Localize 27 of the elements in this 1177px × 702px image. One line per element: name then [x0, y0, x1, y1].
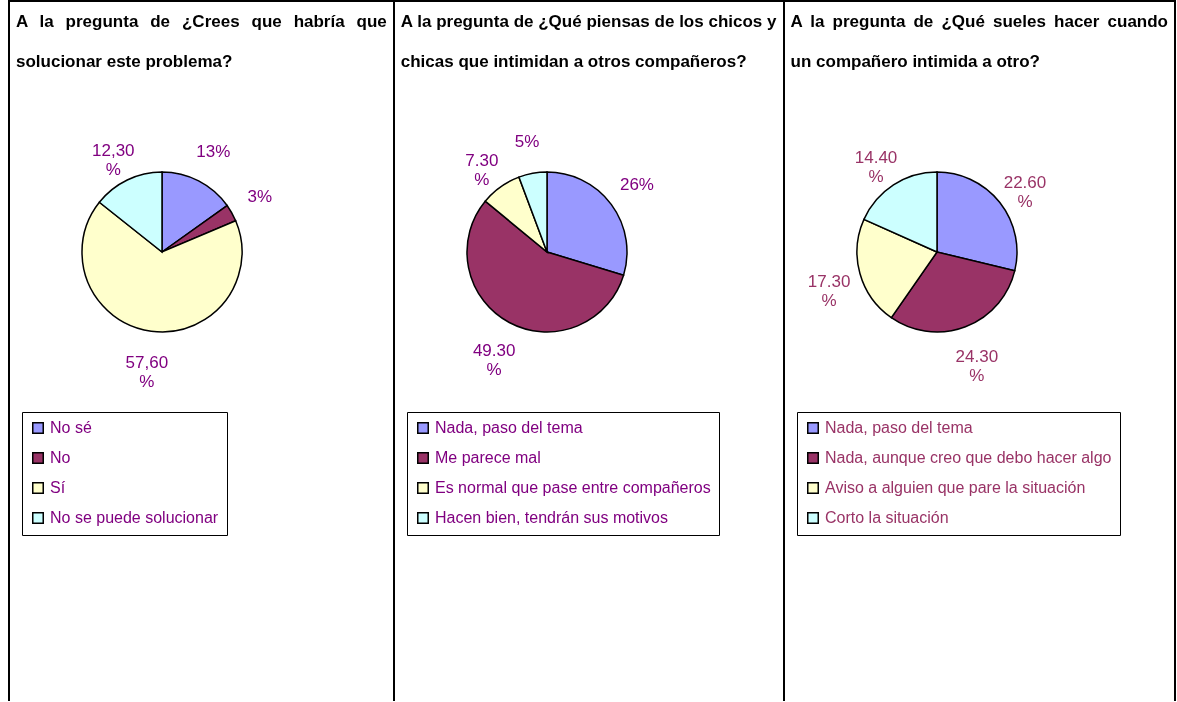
data-label: 14.40 %	[854, 148, 897, 187]
data-label: 24.30 %	[955, 346, 998, 385]
data-label: 57,60 %	[125, 352, 169, 391]
data-label: 5%	[514, 131, 540, 151]
legend-label: Sí	[50, 479, 66, 496]
chart-title: A la pregunta de ¿Crees que habría que solucionar este problema?	[16, 12, 387, 71]
legend-label: Corto la situación	[824, 509, 949, 526]
legend-label: Nada, paso del tema	[824, 419, 973, 436]
data-label: 22.60 %	[1003, 172, 1046, 211]
chart-title: A la pregunta de ¿Qué sueles hacer cuando un compañero intimida a otro?	[790, 12, 1168, 71]
chart-title: A la pregunta de ¿Qué piensas de los chicos y chicas que intimidan a otros compañeros?	[400, 12, 777, 71]
legend-label: Nada, paso del tema	[434, 419, 583, 436]
data-label: 26%	[619, 175, 654, 195]
legend-label: Nada, aunque creo que debo hacer algo	[824, 449, 1112, 466]
data-label: 13%	[196, 142, 231, 162]
data-label: 12,30 %	[92, 141, 135, 180]
data-label: 49.30 %	[472, 340, 516, 379]
legend-label: No sé	[50, 419, 92, 436]
legend-label: No	[50, 449, 71, 466]
data-label: 17.30 %	[807, 272, 850, 311]
data-label: 3%	[247, 187, 273, 207]
data-label: 7.30 %	[465, 150, 499, 189]
legend-label: Me parece mal	[434, 449, 541, 466]
legend-label: Hacen bien, tendrán sus motivos	[434, 509, 668, 526]
legend-label: No se puede solucionar	[50, 509, 219, 526]
legend-label: Aviso a alguien que pare la situación	[824, 479, 1085, 496]
legend-label: Es normal que pase entre compañeros	[434, 479, 711, 496]
